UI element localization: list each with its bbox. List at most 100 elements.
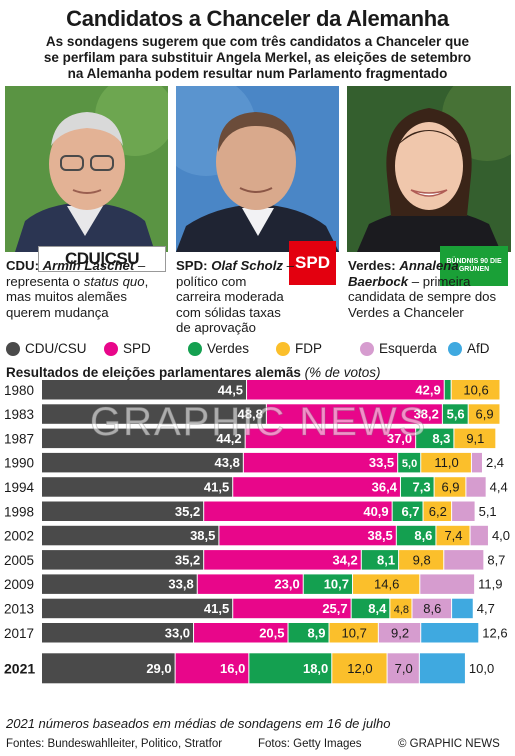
- spd-logo-text: SPD: [295, 253, 330, 272]
- legend-label: SPD: [123, 341, 151, 356]
- bar-cdu: [42, 452, 243, 473]
- value-label-verdes: 10,7: [324, 577, 349, 592]
- legend-swatch: [360, 341, 374, 356]
- gruene-logo: BÜNDNIS 90 DIE GRÜNEN: [440, 246, 508, 286]
- value-label-cdu: 44,5: [218, 382, 243, 397]
- value-label-cdu: 48,8: [238, 407, 263, 422]
- value-label-cdu: 33,8: [168, 577, 193, 592]
- bar-fdp: [454, 428, 496, 449]
- year-label: 2021: [4, 660, 35, 676]
- legend-swatch: [276, 341, 290, 356]
- legend-label: CDU/CSU: [25, 341, 87, 356]
- value-label-spd: 42,9: [415, 382, 440, 397]
- cdu-party-label: CDU:: [6, 258, 39, 273]
- chart-legend: CDU/CSU SPD Verdes FDP Esquerda AfD: [4, 341, 514, 359]
- bar-spd: [233, 598, 351, 619]
- legend-item-verdes: Verdes: [188, 341, 249, 356]
- baerbock-portrait-icon: [347, 86, 511, 252]
- bar-esquerda: [420, 574, 475, 594]
- photos-credit: Fotos: Getty Images: [258, 738, 362, 750]
- value-label-verdes: 5,0: [402, 458, 417, 470]
- value-label-esquerda: 5,1: [479, 504, 497, 519]
- cdu-desc: – representa o: [6, 258, 146, 289]
- year-label: 1980: [4, 383, 34, 398]
- value-label-fdp: 9,1: [466, 431, 484, 446]
- value-label-cdu: 29,0: [146, 661, 171, 676]
- value-label-esquerda: 8,6: [423, 601, 441, 616]
- bar-spd: [204, 501, 392, 521]
- legend-item-spd: SPD: [104, 341, 151, 356]
- year-label: 2005: [4, 553, 34, 568]
- spd-caption: SPD: Olaf Scholz – político com carreira…: [176, 258, 294, 336]
- bar-afd: [421, 623, 479, 643]
- bar-verdes: [303, 574, 353, 594]
- value-label-fdp: 6,9: [441, 479, 459, 494]
- spd-desc: – político com carreira moderada com sól…: [176, 258, 294, 335]
- value-label-fdp: 4,8: [394, 604, 409, 616]
- year-label: 1998: [4, 504, 34, 519]
- year-label: 2013: [4, 601, 34, 616]
- value-label-spd: 40,9: [363, 504, 388, 519]
- sources-credit: Fontes: Bundeswahlleiter, Politico, Stra…: [6, 738, 223, 750]
- bar-fdp: [434, 477, 466, 497]
- value-label-verdes: 6,7: [401, 504, 419, 519]
- bar-esquerda: [387, 653, 419, 684]
- value-label-afd: 10,0: [469, 661, 494, 676]
- election-results-chart: 198044,542,91,510,6198348,838,25,66,9198…: [4, 380, 510, 684]
- bar-cdu: [42, 550, 204, 570]
- value-label-afd: 4,7: [477, 601, 495, 616]
- legend-item-cdu: CDU/CSU: [6, 341, 87, 356]
- legend-swatch: [188, 341, 202, 356]
- value-label-afd: 12,6: [482, 625, 507, 640]
- bar-spd: [175, 653, 249, 684]
- value-label-cdu: 41,5: [204, 479, 229, 494]
- subtitle-line: se perfilam para substituir Angela Merke…: [43, 50, 472, 65]
- subtitle-line: As sondagens sugerem que com três candid…: [45, 34, 470, 49]
- value-label-cdu: 35,2: [175, 552, 200, 567]
- bar-verdes: [288, 623, 329, 643]
- value-label-cdu: 41,5: [204, 601, 229, 616]
- page-subtitle: As sondagens sugerem que com três candid…: [10, 34, 505, 82]
- bar-verdes: [351, 598, 390, 619]
- value-label-verdes: 8,3: [432, 431, 450, 446]
- value-label-fdp: 10,6: [463, 382, 488, 397]
- bar-fdp: [353, 574, 420, 594]
- legend-label: Verdes: [207, 341, 250, 356]
- value-label-esquerda: 4,4: [490, 479, 508, 494]
- cdu-candidate-name: Armin Laschet: [42, 258, 135, 273]
- results-title-text: Resultados de eleições parlamentares ale…: [6, 365, 301, 380]
- value-label-fdp: 11,0: [434, 455, 458, 470]
- bar-cdu: [42, 623, 194, 643]
- bar-cdu: [42, 404, 266, 424]
- bar-esquerda: [470, 525, 488, 546]
- verdes-party-label: Verdes:: [348, 258, 396, 273]
- bar-cdu: [42, 428, 245, 449]
- spd-party-label: SPD:: [176, 258, 208, 273]
- value-label-spd: 38,5: [367, 528, 392, 543]
- value-label-cdu: 44,2: [216, 431, 241, 446]
- value-label-fdp: 6,9: [476, 407, 494, 422]
- year-label: 1990: [4, 456, 34, 471]
- value-label-esquerda: 9,2: [391, 625, 409, 640]
- value-label-spd: 23,0: [274, 577, 299, 592]
- bar-cdu: [42, 598, 233, 619]
- bar-spd: [233, 477, 400, 497]
- cdu-desc-em: status quo: [83, 273, 145, 289]
- legend-item-fdp: FDP: [276, 341, 322, 356]
- bar-fdp: [399, 550, 444, 570]
- bar-verdes: [444, 380, 451, 400]
- scholz-photo: [176, 86, 339, 252]
- scholz-portrait-icon: [176, 86, 339, 252]
- value-label-spd: 33,5: [369, 455, 394, 470]
- graphic-news-credit: © GRAPHIC NEWS: [398, 738, 500, 750]
- legend-item-afd: AfD: [448, 341, 490, 356]
- bar-spd: [194, 623, 288, 643]
- bar-spd: [204, 550, 361, 570]
- bar-afd: [452, 598, 473, 619]
- value-label-verdes: 8,6: [414, 528, 432, 543]
- bar-cdu: [42, 477, 233, 497]
- bar-esquerda: [378, 623, 421, 643]
- bar-spd: [243, 452, 398, 473]
- value-label-fdp: 10,7: [342, 625, 367, 640]
- bar-fdp: [332, 653, 387, 684]
